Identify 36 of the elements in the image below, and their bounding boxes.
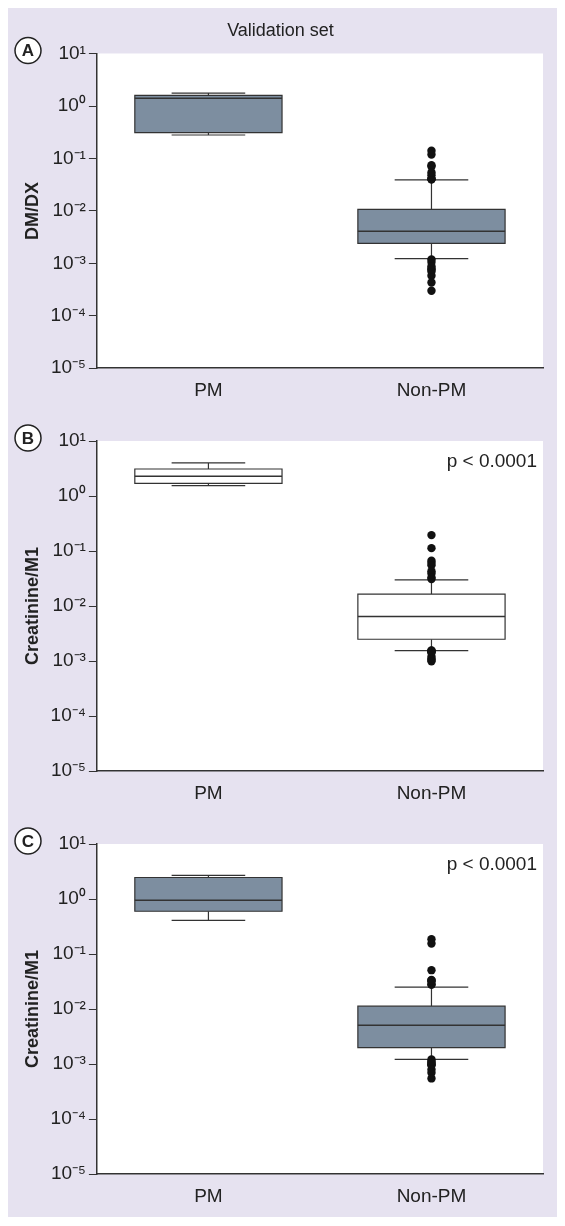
text: C (21, 831, 35, 851)
x-tick-label: Non-PM (396, 781, 467, 803)
x-tick-label: PM (194, 378, 223, 400)
y-tick-label: 10⁻¹ (52, 539, 86, 561)
x-tick-label: PM (194, 1184, 223, 1206)
y-tick-label: 10¹ (58, 832, 86, 854)
y-tick-label: 10⁻¹ (52, 942, 86, 964)
y-tick-label: 10⁻⁵ (50, 356, 86, 378)
x-tick-label: Non-PM (396, 1184, 467, 1206)
x-tick-label: Non-PM (396, 378, 467, 400)
y-axis-title: Creatinine/M1 (21, 547, 42, 666)
y-axis-title: Creatinine/M1 (21, 950, 42, 1069)
y-tick-label: 10⁻⁵ (50, 759, 86, 781)
text: B (21, 428, 35, 448)
y-tick-label: 10⁻⁴ (50, 304, 86, 325)
y-tick-label: 10⁻³ (52, 1052, 86, 1074)
text: A (21, 41, 35, 61)
y-tick-label: 10⁻⁵ (50, 1162, 86, 1184)
y-tick-label: 10⁻² (52, 199, 86, 221)
y-tick-label: 10¹ (58, 429, 86, 451)
y-axis-title: DM/DX (21, 181, 42, 240)
y-tick-label: 10¹ (58, 41, 86, 63)
y-tick-label: 10⁰ (57, 94, 86, 116)
chart-title: Validation set (227, 19, 334, 40)
y-tick-label: 10⁰ (57, 887, 86, 909)
y-tick-label: 10⁻¹ (52, 146, 86, 168)
annotation: p < 0.0001 (446, 852, 537, 874)
x-tick-label: PM (194, 781, 223, 803)
y-tick-label: 10⁻² (52, 997, 86, 1019)
y-tick-label: 10⁻³ (52, 251, 86, 273)
y-tick-label: 10⁻⁴ (50, 704, 86, 726)
y-tick-label: 10⁻³ (52, 649, 86, 671)
annotation: p < 0.0001 (446, 449, 537, 471)
y-tick-label: 10⁻⁴ (50, 1107, 86, 1129)
y-tick-label: 10⁰ (57, 484, 86, 506)
y-tick-label: 10⁻² (52, 594, 86, 616)
